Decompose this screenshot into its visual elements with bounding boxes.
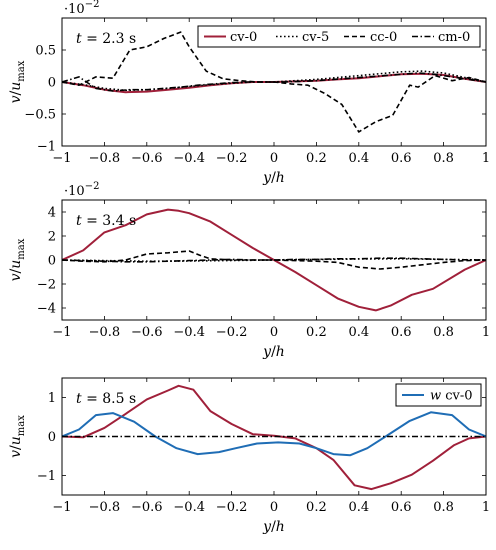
panel-top: −1 −0.8 −0.6 −0.4 −0.2 0 0.2 0.4 0.6 0.8 1 −1 −0.5 0 0… <box>8 0 490 186</box>
x-tick-label: 0.4 <box>348 151 369 166</box>
x-tick-label: 0.8 <box>433 151 454 166</box>
x-tick-label: −0.2 <box>216 151 248 166</box>
panel-middle: −1 −0.8 −0.6 −0.4 −0.2 0 0.2 0.4 0.6 0.8 1 −4 −2 0 2 4 t… <box>8 181 490 360</box>
legend-label: cm-0 <box>438 30 470 45</box>
y-tick-label: 4 <box>48 206 56 221</box>
x-tick-label: 1 <box>482 325 490 340</box>
x-tick-label: 0.4 <box>348 500 369 515</box>
y-tick-label: −1 <box>37 469 56 484</box>
time-annotation: t = 2.3 s <box>76 31 136 47</box>
x-tick-label: −1 <box>52 500 71 515</box>
y-tick-label: 0.5 <box>35 44 56 59</box>
x-tick-label: 0.8 <box>433 325 454 340</box>
legend: cv-0 cv-5 cc-0 cm-0 <box>197 25 481 48</box>
x-tick-label: 0.2 <box>306 325 327 340</box>
legend-label: w cv-0 <box>430 389 473 404</box>
y-tick-label: 1 <box>48 391 56 406</box>
x-axis-label: y/h <box>262 344 285 360</box>
x-tick-label: 1 <box>482 500 490 515</box>
x-tick-label: −0.4 <box>173 500 205 515</box>
x-tick-label: −0.6 <box>131 325 163 340</box>
y-tick-label: 2 <box>48 230 56 245</box>
y-tick-label: 0 <box>48 430 56 445</box>
x-tick-label: −0.8 <box>89 500 121 515</box>
x-tick-label: 0 <box>270 500 278 515</box>
x-tick-label: −0.4 <box>173 325 205 340</box>
x-tick-label: −0.6 <box>131 500 163 515</box>
y-axis-label: v/umax <box>8 238 27 281</box>
y-tick-label: 0 <box>48 254 56 269</box>
plot-frame <box>61 377 487 496</box>
x-tick-label: 0.6 <box>391 151 412 166</box>
x-tick-label: 0.4 <box>348 325 369 340</box>
y-axis-label: v/umax <box>8 415 27 458</box>
y-tick-label: 0 <box>48 76 56 91</box>
series-cm-0 <box>62 257 486 263</box>
time-annotation: t = 3.4 s <box>76 213 136 229</box>
y-tick-label: −4 <box>37 302 56 317</box>
scale-note: ·10−2 <box>64 0 99 17</box>
x-tick-label: −0.8 <box>89 151 121 166</box>
x-tick-label: −0.6 <box>131 151 163 166</box>
legend-label: cc-0 <box>370 30 397 45</box>
series-cv-0 <box>62 384 486 491</box>
legend-label: cv-0 <box>230 30 257 45</box>
series-cm-0 <box>62 72 486 92</box>
x-tick-label: 0 <box>270 325 278 340</box>
time-annotation: t = 8.5 s <box>76 391 136 407</box>
x-tick-label: 0.2 <box>306 151 327 166</box>
scale-note: ·10−2 <box>64 181 99 199</box>
x-tick-label: 1 <box>482 151 490 166</box>
x-tick-label: −0.8 <box>89 325 121 340</box>
y-axis-label: v/umax <box>8 60 27 103</box>
x-tick-label: −0.2 <box>216 325 248 340</box>
y-tick-label: −0.5 <box>24 108 56 123</box>
x-tick-label: 0 <box>270 151 278 166</box>
panel-bottom: −1 −0.8 −0.6 −0.4 −0.2 0 0.2 0.4 0.6 0.8 1 −1 0 1 t = … <box>8 377 490 535</box>
x-tick-label: 0.2 <box>306 500 327 515</box>
legend-label: cv-5 <box>302 30 329 45</box>
x-tick-label: −0.4 <box>173 151 205 166</box>
plot-frame <box>61 17 487 147</box>
x-tick-label: 0.6 <box>391 500 412 515</box>
x-tick-label: −0.2 <box>216 500 248 515</box>
series-w-cv-0 <box>62 411 486 457</box>
x-axis-label: y/h <box>262 170 285 186</box>
x-tick-label: 0.8 <box>433 500 454 515</box>
y-tick-label: −2 <box>37 278 56 293</box>
series-cv-0 <box>62 208 486 312</box>
x-axis-label: y/h <box>262 519 285 535</box>
plot-frame <box>61 199 487 321</box>
x-tick-label: −1 <box>52 151 71 166</box>
x-tick-label: −1 <box>52 325 71 340</box>
legend: w cv-0 <box>395 383 482 407</box>
y-tick-label: −1 <box>37 140 56 155</box>
x-tick-label: 0.6 <box>391 325 412 340</box>
